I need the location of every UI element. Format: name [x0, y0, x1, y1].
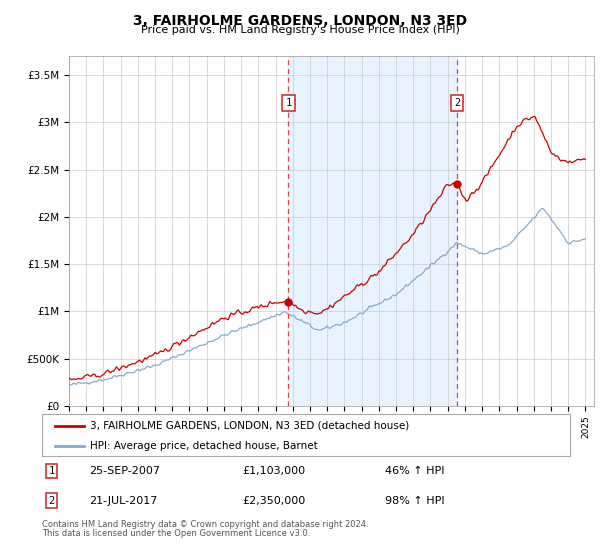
- Text: Contains HM Land Registry data © Crown copyright and database right 2024.: Contains HM Land Registry data © Crown c…: [42, 520, 368, 529]
- Text: This data is licensed under the Open Government Licence v3.0.: This data is licensed under the Open Gov…: [42, 529, 310, 538]
- Text: 1: 1: [49, 466, 55, 476]
- Text: 1: 1: [286, 98, 292, 108]
- Text: 21-JUL-2017: 21-JUL-2017: [89, 496, 158, 506]
- Text: 3, FAIRHOLME GARDENS, LONDON, N3 3ED (detached house): 3, FAIRHOLME GARDENS, LONDON, N3 3ED (de…: [89, 421, 409, 431]
- Text: 98% ↑ HPI: 98% ↑ HPI: [385, 496, 445, 506]
- Text: £1,103,000: £1,103,000: [242, 466, 306, 476]
- Text: Price paid vs. HM Land Registry's House Price Index (HPI): Price paid vs. HM Land Registry's House …: [140, 25, 460, 35]
- Text: £2,350,000: £2,350,000: [242, 496, 306, 506]
- Text: 3, FAIRHOLME GARDENS, LONDON, N3 3ED: 3, FAIRHOLME GARDENS, LONDON, N3 3ED: [133, 14, 467, 28]
- Text: 46% ↑ HPI: 46% ↑ HPI: [385, 466, 445, 476]
- Text: 2: 2: [49, 496, 55, 506]
- Text: 25-SEP-2007: 25-SEP-2007: [89, 466, 161, 476]
- Text: 2: 2: [454, 98, 460, 108]
- Text: HPI: Average price, detached house, Barnet: HPI: Average price, detached house, Barn…: [89, 441, 317, 451]
- Bar: [289, 56, 457, 406]
